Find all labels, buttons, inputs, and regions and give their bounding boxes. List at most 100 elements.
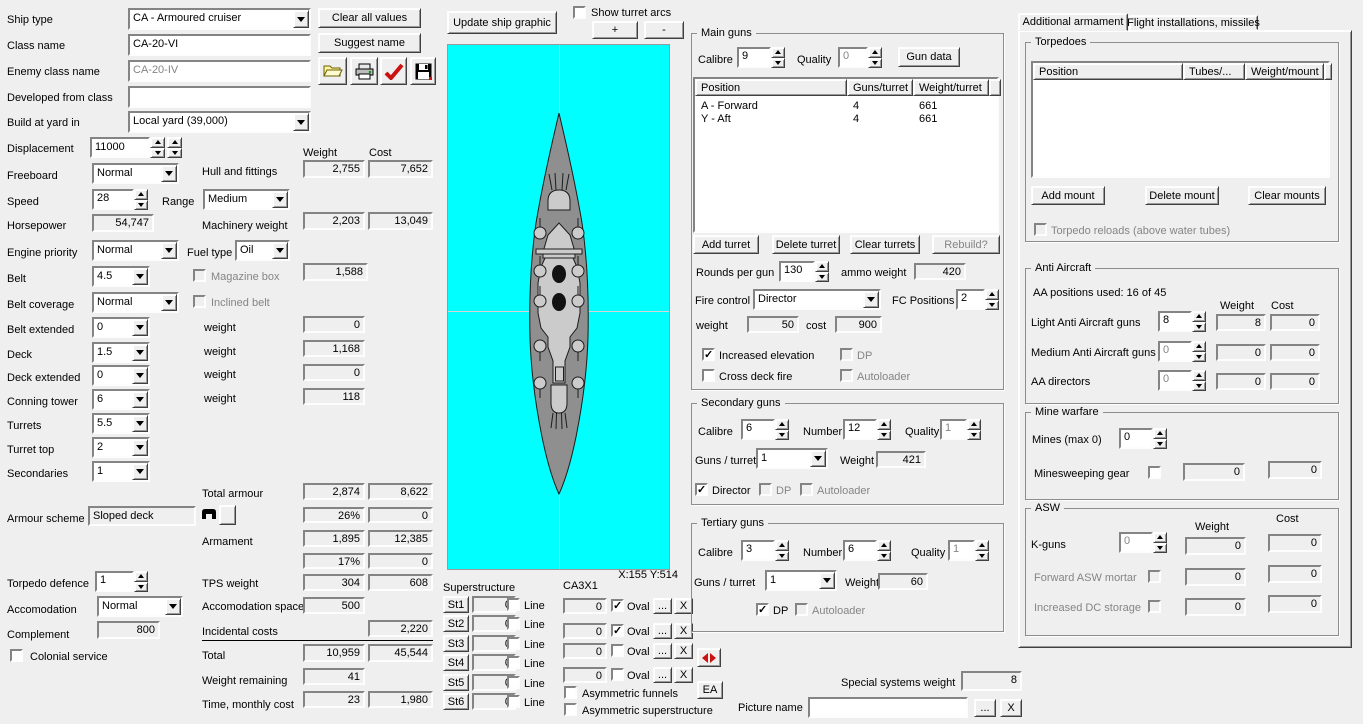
spin-up-icon[interactable]: [775, 540, 789, 551]
tertiary-number-stepper[interactable]: 6: [843, 540, 891, 561]
funnel2-remove-button[interactable]: X: [674, 623, 693, 639]
st1-button[interactable]: St1: [443, 596, 469, 613]
print-button[interactable]: [350, 57, 378, 85]
spin-up-icon[interactable]: [134, 571, 148, 582]
spin-up-icon[interactable]: [134, 189, 148, 200]
tertiary-autoloader-checkbox[interactable]: [795, 603, 808, 616]
delete-mount-button[interactable]: Delete mount: [1145, 186, 1219, 205]
col-position[interactable]: Position: [695, 79, 847, 96]
add-mount-button[interactable]: Add mount: [1031, 186, 1105, 205]
belt-extended-select[interactable]: 0: [92, 317, 150, 338]
inclined-belt-checkbox[interactable]: [193, 295, 206, 308]
funnel4-browse-button[interactable]: ...: [653, 667, 672, 683]
spin-up-icon[interactable]: [877, 540, 891, 551]
ship-type-select[interactable]: CA - Armoured cruiser: [128, 8, 311, 30]
spin-up-icon[interactable]: [775, 419, 789, 430]
spin-down-icon[interactable]: [167, 147, 182, 158]
tertiary-quality-stepper[interactable]: 1: [948, 540, 989, 561]
rounds-per-gun-stepper[interactable]: 130: [779, 261, 829, 282]
update-ship-graphic-button[interactable]: Update ship graphic: [447, 11, 557, 34]
torpedo-reloads-checkbox[interactable]: [1034, 223, 1047, 236]
chevron-down-icon[interactable]: [272, 191, 288, 208]
spin-up-icon[interactable]: [1192, 370, 1206, 381]
spin-up-icon[interactable]: [1153, 428, 1167, 439]
st4-button[interactable]: St4: [443, 654, 469, 671]
funnel2-browse-button[interactable]: ...: [653, 623, 672, 639]
funnel3-browse-button[interactable]: ...: [653, 643, 672, 659]
secondary-quality-value[interactable]: 1: [940, 419, 967, 440]
torpedo-defence-stepper[interactable]: 1: [95, 571, 148, 592]
chevron-down-icon[interactable]: [293, 113, 309, 131]
chevron-down-icon[interactable]: [819, 572, 835, 589]
st2-line-checkbox[interactable]: [507, 617, 520, 630]
aa-directors-stepper[interactable]: 0: [1158, 370, 1206, 391]
chevron-down-icon[interactable]: [132, 463, 148, 480]
st6-button[interactable]: St6: [443, 693, 469, 710]
tertiary-calibre-value[interactable]: 3: [741, 540, 775, 561]
main-calibre-stepper[interactable]: 9: [737, 47, 785, 68]
spin-down-icon[interactable]: [1153, 438, 1167, 449]
spin-down-icon[interactable]: [967, 429, 981, 440]
spin-down-icon[interactable]: [1192, 351, 1206, 362]
cross-deck-fire-checkbox[interactable]: [702, 369, 715, 382]
spin-down-icon[interactable]: [134, 581, 148, 592]
spin-up-icon[interactable]: [877, 419, 891, 430]
spin-up-icon[interactable]: [815, 261, 829, 272]
ship-graphic[interactable]: [447, 44, 670, 570]
main-quality-stepper[interactable]: 0: [838, 47, 882, 68]
chevron-down-icon[interactable]: [132, 439, 148, 456]
class-name-input[interactable]: CA-20-VI: [128, 34, 311, 56]
mines-stepper[interactable]: 0: [1119, 428, 1167, 449]
spin-down-icon[interactable]: [1192, 380, 1206, 391]
freeboard-select[interactable]: Normal: [92, 163, 179, 184]
col-tubes[interactable]: Tubes/...: [1183, 63, 1245, 80]
increased-elevation-checkbox[interactable]: [702, 348, 715, 361]
spin-up-icon[interactable]: [868, 47, 882, 58]
gun-data-button[interactable]: Gun data: [898, 47, 960, 67]
chevron-down-icon[interactable]: [810, 450, 826, 467]
speed-value[interactable]: 28: [92, 189, 134, 210]
aa-directors-value[interactable]: 0: [1158, 370, 1192, 391]
light-aa-value[interactable]: 8: [1158, 311, 1192, 332]
colonial-service-checkbox[interactable]: [10, 649, 23, 662]
tertiary-number-value[interactable]: 6: [843, 540, 877, 561]
spin-down-icon[interactable]: [134, 199, 148, 210]
developed-from-input[interactable]: [128, 86, 311, 108]
belt-select[interactable]: 4.5: [92, 266, 150, 287]
build-yard-select[interactable]: Local yard (39,000): [128, 111, 311, 133]
clear-all-values-button[interactable]: Clear all values: [318, 8, 421, 28]
clear-mounts-button[interactable]: Clear mounts: [1248, 186, 1326, 205]
spin-down-icon[interactable]: [1153, 542, 1167, 553]
speed-stepper[interactable]: 28: [92, 189, 148, 210]
torpedo-defence-value[interactable]: 1: [95, 571, 134, 592]
chevron-down-icon[interactable]: [132, 391, 148, 408]
col-position[interactable]: Position: [1033, 63, 1183, 80]
enemy-class-input[interactable]: CA-20-IV: [128, 60, 311, 82]
fc-positions-value[interactable]: 2: [956, 289, 985, 310]
conning-tower-select[interactable]: 6: [92, 389, 150, 410]
fuel-type-select[interactable]: Oil: [235, 240, 290, 261]
delete-turret-button[interactable]: Delete turret: [772, 235, 840, 254]
spin-up-icon[interactable]: [985, 289, 999, 300]
deck-extended-select[interactable]: 0: [92, 365, 150, 386]
turret-top-select[interactable]: 2: [92, 437, 150, 458]
spin-up-icon[interactable]: [1192, 311, 1206, 322]
chevron-down-icon[interactable]: [272, 242, 288, 259]
spin-down-icon[interactable]: [877, 429, 891, 440]
fire-control-select[interactable]: Director: [753, 289, 881, 310]
asymmetric-superstructure-checkbox[interactable]: [564, 703, 577, 716]
chevron-down-icon[interactable]: [863, 291, 879, 308]
light-aa-stepper[interactable]: 8: [1158, 311, 1206, 332]
st5-button[interactable]: St5: [443, 674, 469, 691]
picture-name-input[interactable]: [808, 697, 968, 718]
tertiary-guns-turret-select[interactable]: 1: [765, 570, 837, 591]
kguns-value[interactable]: 0: [1119, 532, 1153, 553]
spin-down-icon[interactable]: [815, 271, 829, 282]
mines-value[interactable]: 0: [1119, 428, 1153, 449]
col-weight-per-turret[interactable]: Weight/turret: [913, 79, 989, 96]
st3-button[interactable]: St3: [443, 635, 469, 652]
main-dp-checkbox[interactable]: [840, 348, 853, 361]
chevron-down-icon[interactable]: [165, 598, 181, 615]
chevron-down-icon[interactable]: [132, 319, 148, 336]
secondary-director-checkbox[interactable]: [695, 483, 708, 496]
